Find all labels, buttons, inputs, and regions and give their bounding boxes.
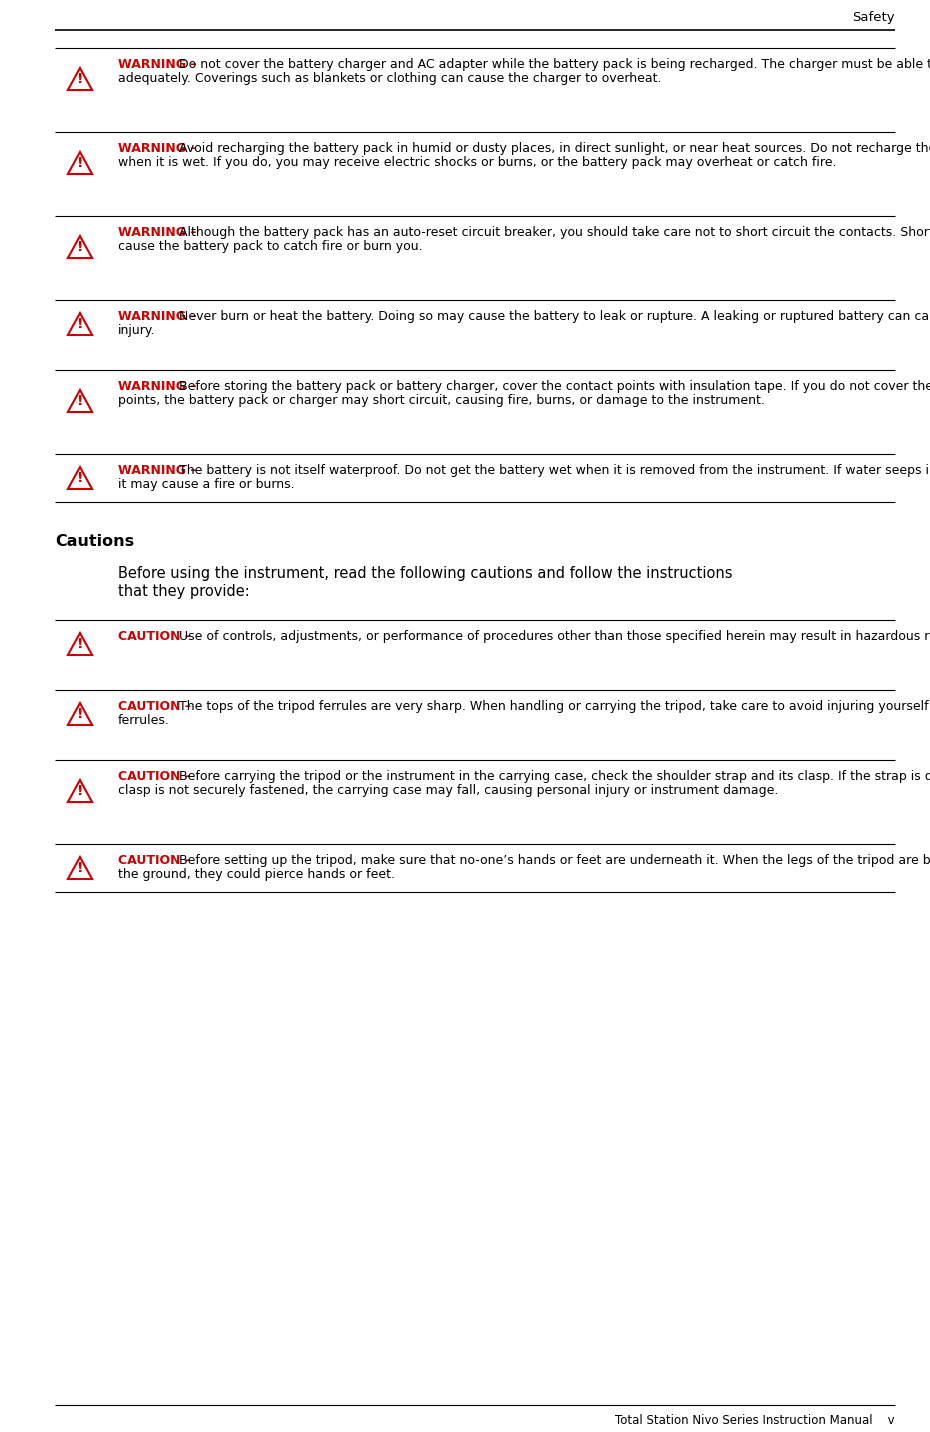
Text: Total Station Nivo Series Instruction Manual    v: Total Station Nivo Series Instruction Ma… <box>616 1413 895 1426</box>
Text: Never burn or heat the battery. Doing so may cause the battery to leak or ruptur: Never burn or heat the battery. Doing so… <box>179 309 930 324</box>
Text: CAUTION –: CAUTION – <box>118 700 195 713</box>
Text: WARNING –: WARNING – <box>118 226 201 239</box>
Text: Before setting up the tripod, make sure that no-one’s hands or feet are undernea: Before setting up the tripod, make sure … <box>179 853 930 866</box>
Text: Before carrying the tripod or the instrument in the carrying case, check the sho: Before carrying the tripod or the instru… <box>179 770 930 783</box>
Text: clasp is not securely fastened, the carrying case may fall, causing personal inj: clasp is not securely fastened, the carr… <box>118 783 778 798</box>
Text: !: ! <box>77 861 84 875</box>
Text: !: ! <box>77 783 84 798</box>
Text: CAUTION –: CAUTION – <box>118 630 195 643</box>
Text: !: ! <box>77 707 84 720</box>
Text: injury.: injury. <box>118 324 155 337</box>
Text: ferrules.: ferrules. <box>118 715 170 727</box>
Text: The tops of the tripod ferrules are very sharp. When handling or carrying the tr: The tops of the tripod ferrules are very… <box>179 700 930 713</box>
Text: Cautions: Cautions <box>55 534 134 548</box>
Text: points, the battery pack or charger may short circuit, causing fire, burns, or d: points, the battery pack or charger may … <box>118 394 764 407</box>
Text: !: ! <box>77 316 84 331</box>
Text: Avoid recharging the battery pack in humid or dusty places, in direct sunlight, : Avoid recharging the battery pack in hum… <box>179 142 930 155</box>
Text: adequately. Coverings such as blankets or clothing can cause the charger to over: adequately. Coverings such as blankets o… <box>118 72 661 84</box>
Text: it may cause a fire or burns.: it may cause a fire or burns. <box>118 478 295 491</box>
Text: Although the battery pack has an auto-reset circuit breaker, you should take car: Although the battery pack has an auto-re… <box>179 226 930 239</box>
Text: WARNING –: WARNING – <box>118 379 201 392</box>
Text: WARNING –: WARNING – <box>118 464 201 477</box>
Text: WARNING –: WARNING – <box>118 59 201 72</box>
Text: The battery is not itself waterproof. Do not get the battery wet when it is remo: The battery is not itself waterproof. Do… <box>179 464 930 477</box>
Text: Safety: Safety <box>853 11 895 24</box>
Text: WARNING –: WARNING – <box>118 309 201 324</box>
Text: !: ! <box>77 156 84 170</box>
Text: Use of controls, adjustments, or performance of procedures other than those spec: Use of controls, adjustments, or perform… <box>179 630 930 643</box>
Text: !: ! <box>77 637 84 652</box>
Text: when it is wet. If you do, you may receive electric shocks or burns, or the batt: when it is wet. If you do, you may recei… <box>118 156 836 169</box>
Text: that they provide:: that they provide: <box>118 584 250 599</box>
Text: !: ! <box>77 72 84 86</box>
Text: Before using the instrument, read the following cautions and follow the instruct: Before using the instrument, read the fo… <box>118 566 733 581</box>
Text: WARNING –: WARNING – <box>118 142 201 155</box>
Text: Before storing the battery pack or battery charger, cover the contact points wit: Before storing the battery pack or batte… <box>179 379 930 392</box>
Text: the ground, they could pierce hands or feet.: the ground, they could pierce hands or f… <box>118 868 395 881</box>
Text: cause the battery pack to catch fire or burn you.: cause the battery pack to catch fire or … <box>118 241 422 253</box>
Text: !: ! <box>77 394 84 408</box>
Text: CAUTION –: CAUTION – <box>118 853 195 866</box>
Text: !: ! <box>77 471 84 485</box>
Text: CAUTION –: CAUTION – <box>118 770 195 783</box>
Text: !: ! <box>77 241 84 253</box>
Text: Do not cover the battery charger and AC adapter while the battery pack is being : Do not cover the battery charger and AC … <box>179 59 930 72</box>
